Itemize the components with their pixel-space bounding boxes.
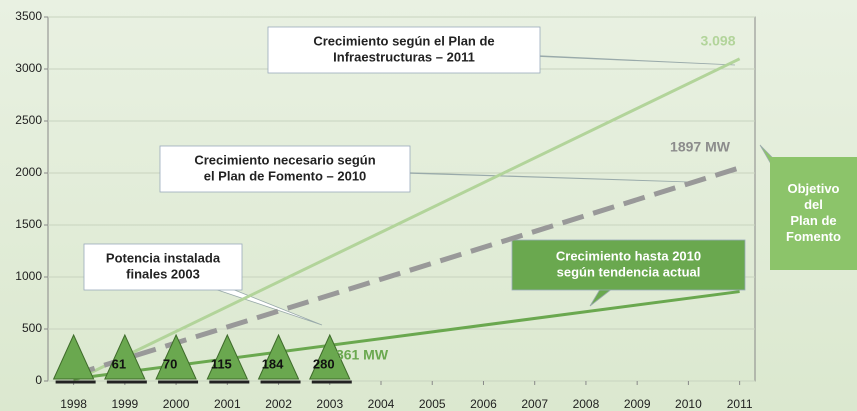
callout-text: Potencia instalada xyxy=(106,250,221,265)
callout-box xyxy=(159,145,411,193)
installed-triangle xyxy=(104,333,146,380)
callout-text: finales 2003 xyxy=(126,266,200,281)
installed-label: 115 xyxy=(211,356,232,371)
line-series xyxy=(72,57,741,383)
callout-text: el Plan de Fomento – 2010 xyxy=(204,168,367,183)
callout-box xyxy=(511,239,746,291)
y-tick-label: 500 xyxy=(22,321,42,335)
callout-text: Fomento xyxy=(786,229,841,244)
callout-box xyxy=(83,243,243,291)
callout-text: Plan de xyxy=(790,213,836,228)
x-tick-label: 2007 xyxy=(521,397,548,411)
callout-text: Crecimiento necesario según xyxy=(194,152,375,167)
y-tick-label: 3500 xyxy=(15,9,42,23)
installed-triangle xyxy=(206,333,249,380)
y-tick-label: 0 xyxy=(35,373,42,387)
x-tick-label: 2011 xyxy=(727,397,753,411)
value-annotation: 3.098 xyxy=(700,33,735,49)
x-tick-label: 2008 xyxy=(573,397,600,411)
y-tick-label: 1500 xyxy=(15,217,42,231)
installed-triangle xyxy=(52,333,95,380)
x-tick-label: 1999 xyxy=(111,397,138,411)
callout-box xyxy=(770,157,857,270)
callout-text: Crecimiento hasta 2010 xyxy=(556,248,701,263)
y-tick-label: 2500 xyxy=(15,113,42,127)
x-tick-label: 2003 xyxy=(316,397,343,411)
x-tick-label: 2002 xyxy=(265,397,292,411)
installed-label: 184 xyxy=(262,356,284,371)
callout-text: según tendencia actual xyxy=(557,264,701,279)
x-tick-label: 2010 xyxy=(675,397,702,411)
value-annotation: 1897 MW xyxy=(670,139,731,155)
x-tick-label: 2001 xyxy=(214,397,241,411)
installed-triangle xyxy=(155,333,197,380)
y-tick-label: 1000 xyxy=(15,269,42,283)
line-series xyxy=(72,165,741,378)
x-tick-label: 2005 xyxy=(419,397,446,411)
y-tick-label: 3000 xyxy=(15,61,42,75)
installed-triangle xyxy=(308,333,351,380)
callout-box xyxy=(267,26,541,74)
value-annotation: 361 MW xyxy=(336,347,389,363)
installed-label: 70 xyxy=(163,356,177,371)
y-tick-label: 2000 xyxy=(15,165,42,179)
x-tick-label: 2009 xyxy=(624,397,651,411)
installed-label: 280 xyxy=(313,356,335,371)
callout-text: Infraestructuras – 2011 xyxy=(333,49,475,64)
x-tick-label: 2000 xyxy=(163,397,190,411)
callout-text: del xyxy=(804,197,823,212)
x-tick-label: 1998 xyxy=(60,397,87,411)
x-tick-label: 2006 xyxy=(470,397,497,411)
installed-triangle xyxy=(257,333,300,380)
callout-text: Crecimiento según el Plan de xyxy=(313,33,494,48)
callout-text: Objetivo xyxy=(787,181,839,196)
x-tick-label: 2004 xyxy=(368,397,395,411)
installed-label: 61 xyxy=(112,356,126,371)
